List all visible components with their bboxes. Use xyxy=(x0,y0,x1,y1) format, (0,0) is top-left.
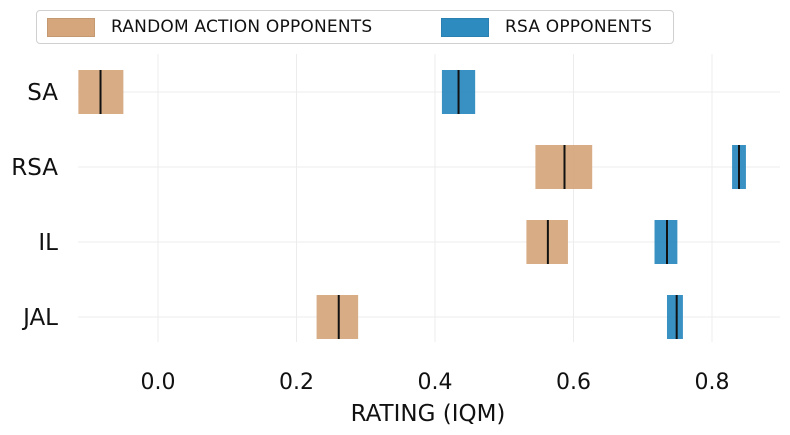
legend-item-random: RANDOM ACTION OPPONENTS xyxy=(47,17,372,37)
x-tick-labels: 0.0 0.2 0.4 0.6 0.8 xyxy=(141,370,730,395)
y-tick-label-il: IL xyxy=(38,230,58,256)
interval-bar-rsa-il xyxy=(654,220,678,264)
y-tick-label-rsa: RSA xyxy=(11,155,58,181)
legend-label-rsa: RSA OPPONENTS xyxy=(505,17,653,37)
x-tick-label-3: 0.6 xyxy=(556,370,591,395)
interval-bar-random-jal xyxy=(316,295,359,339)
legend-item-rsa: RSA OPPONENTS xyxy=(441,17,652,37)
legend-swatch-random xyxy=(47,17,95,37)
x-tick-label-1: 0.2 xyxy=(279,370,314,395)
x-tick-label-2: 0.4 xyxy=(418,370,453,395)
x-tick-label-4: 0.8 xyxy=(695,370,730,395)
interval-marks xyxy=(78,70,746,339)
x-axis-label: RATING (IQM) xyxy=(351,401,506,427)
legend: RANDOM ACTION OPPONENTS RSA OPPONENTS xyxy=(36,10,674,44)
legend-label-random: RANDOM ACTION OPPONENTS xyxy=(111,17,373,37)
interval-bar-rsa-jal xyxy=(666,295,683,339)
y-tick-label-jal: JAL xyxy=(21,305,58,331)
y-tick-label-sa: SA xyxy=(27,80,58,106)
legend-swatch-rsa xyxy=(441,17,489,37)
x-tick-label-0: 0.0 xyxy=(141,370,176,395)
y-tick-labels: SA RSA IL JAL xyxy=(11,80,58,331)
